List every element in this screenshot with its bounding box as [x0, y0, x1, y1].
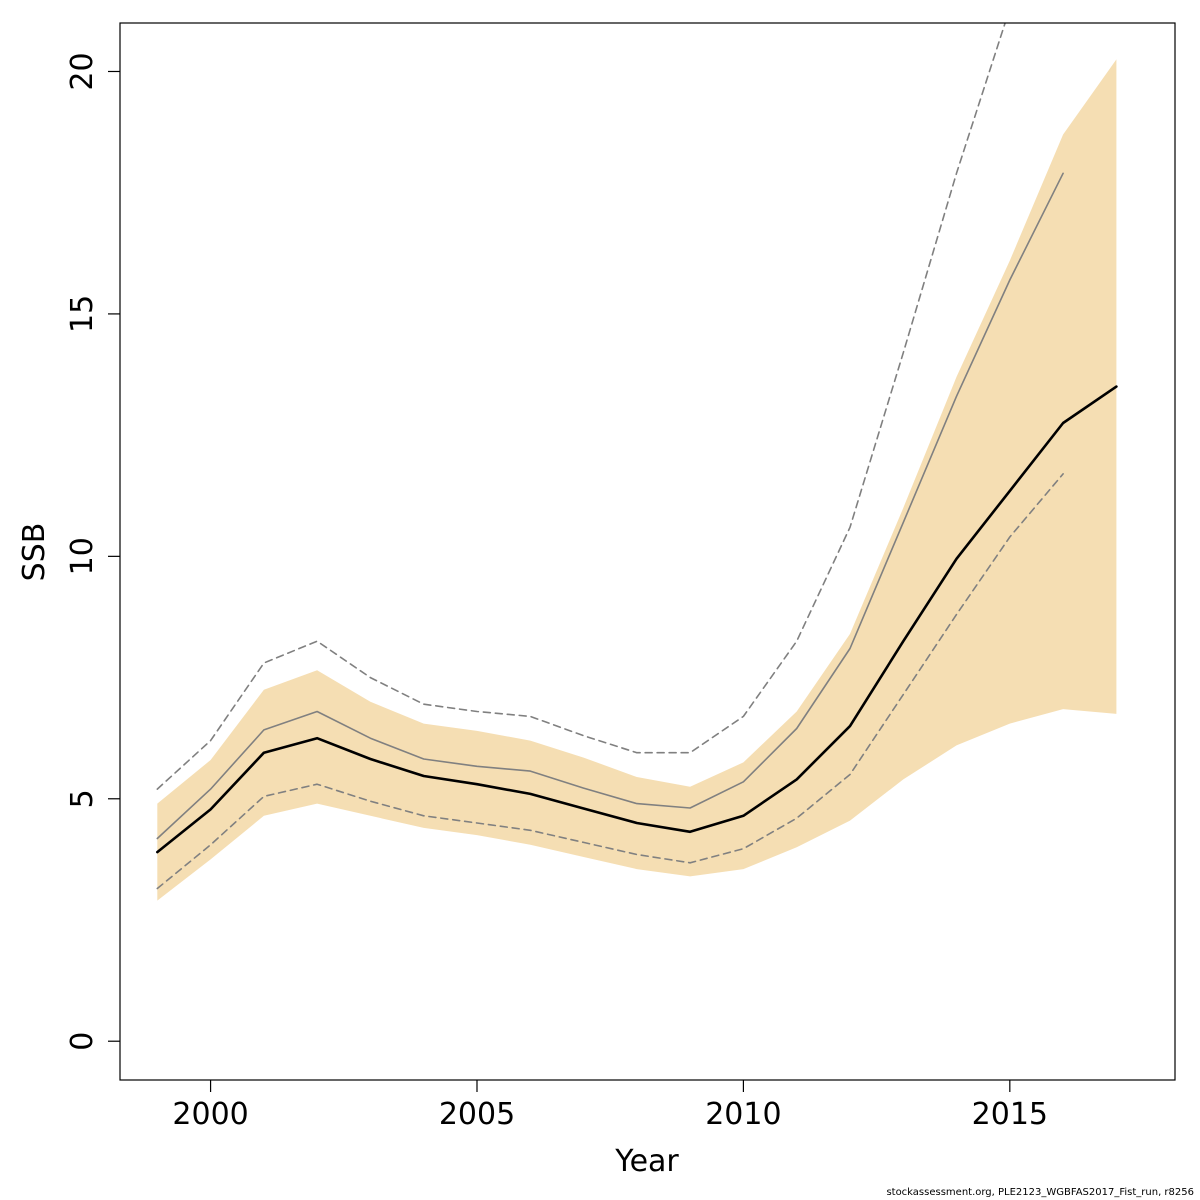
y-axis-label: SSB — [17, 523, 52, 582]
confidence-band — [157, 59, 1117, 901]
y-tick-label-15: 15 — [65, 295, 100, 333]
series-line-3 — [156, 473, 1064, 890]
x-tick-label-2005: 2005 — [439, 1097, 515, 1132]
y-axis: 0 5 10 15 20 — [65, 52, 120, 1051]
series-line-4 — [156, 23, 1006, 790]
y-tick-label-5: 5 — [65, 789, 100, 808]
x-axis-label: Year — [614, 1144, 679, 1179]
y-tick-label-10: 10 — [65, 537, 100, 575]
series-line-1 — [156, 385, 1118, 854]
x-tick-label-2000: 2000 — [172, 1097, 248, 1132]
plot-frame — [119, 22, 1176, 1081]
y-tick-label-0: 0 — [65, 1032, 100, 1051]
x-tick-label-2015: 2015 — [972, 1097, 1048, 1132]
x-tick-label-2010: 2010 — [705, 1097, 781, 1132]
plot-area — [156, 23, 1118, 901]
x-axis: 2000 2005 2010 2015 — [172, 1080, 1048, 1132]
series-layer — [156, 23, 1118, 890]
series-line-2 — [156, 172, 1064, 840]
y-tick-label-20: 20 — [65, 52, 100, 90]
footer-note: stockassessment.org, PLE2123_WGBFAS2017_… — [886, 1187, 1194, 1198]
